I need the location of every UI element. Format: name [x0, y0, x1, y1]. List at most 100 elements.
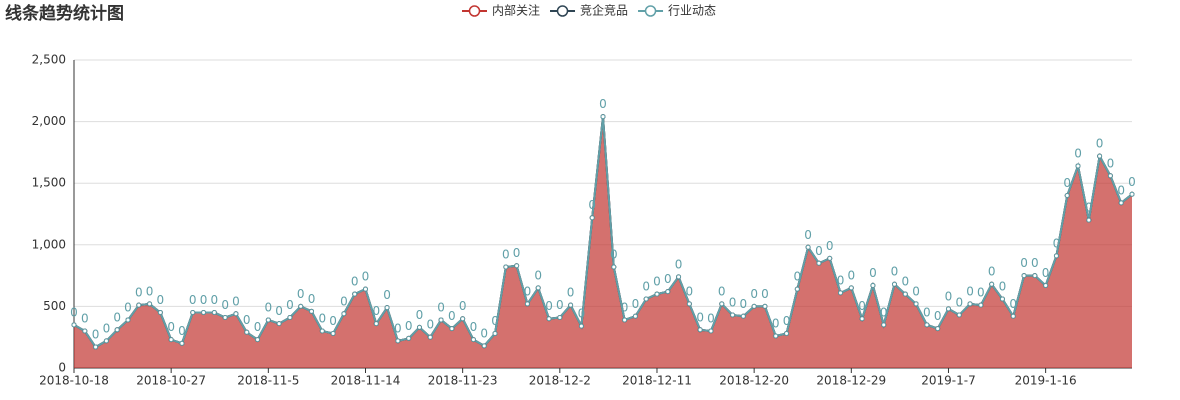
data-point [967, 301, 973, 307]
value-label: 0 [113, 310, 121, 324]
value-label: 0 [416, 308, 424, 322]
value-label: 0 [999, 280, 1007, 294]
value-label: 0 [1085, 201, 1093, 215]
data-point [362, 286, 368, 292]
value-label: 0 [653, 275, 661, 289]
data-point [546, 316, 552, 322]
data-point [406, 335, 412, 341]
value-label: 0 [340, 294, 348, 308]
value-label: 0 [858, 299, 866, 313]
data-point [870, 282, 876, 288]
value-label: 0 [81, 312, 89, 326]
x-tick-label: 2018-12-20 [719, 374, 789, 388]
value-label: 0 [545, 299, 553, 313]
value-label: 0 [847, 268, 855, 282]
value-label: 0 [642, 280, 650, 294]
value-label: 0 [243, 313, 251, 327]
data-point [427, 334, 433, 340]
data-point [82, 328, 88, 334]
value-label: 0 [891, 265, 899, 279]
data-point [632, 313, 638, 319]
value-label: 0 [157, 293, 165, 307]
y-tick-label: 2,500 [32, 53, 66, 67]
data-point [881, 322, 887, 328]
x-tick-label: 2018-10-27 [136, 374, 206, 388]
value-label: 0 [696, 310, 704, 324]
value-label: 0 [318, 312, 326, 326]
value-label: 0 [491, 314, 499, 328]
data-point [956, 312, 962, 318]
data-point [902, 291, 908, 297]
value-label: 0 [70, 305, 78, 319]
data-point [784, 331, 790, 337]
data-point [568, 302, 574, 308]
data-point [697, 327, 703, 333]
data-point [794, 286, 800, 292]
data-point [740, 313, 746, 319]
data-point [222, 314, 228, 320]
data-point [1043, 282, 1049, 288]
data-point [838, 290, 844, 296]
legend-marker [644, 5, 657, 17]
data-point [514, 263, 520, 269]
value-label: 0 [1074, 146, 1082, 160]
data-point [676, 274, 682, 280]
data-point [600, 114, 606, 120]
data-point [179, 340, 185, 346]
data-point [384, 305, 390, 311]
legend-marker [468, 5, 481, 17]
value-label: 0 [610, 247, 618, 261]
value-label: 0 [599, 97, 607, 111]
data-point [276, 321, 282, 327]
value-label: 0 [167, 320, 175, 334]
value-label: 0 [804, 228, 812, 242]
data-point [1086, 217, 1092, 223]
value-label: 0 [524, 284, 532, 298]
data-point [578, 323, 584, 329]
data-point [805, 244, 811, 250]
value-label: 0 [178, 324, 186, 338]
data-point [935, 326, 941, 332]
value-label: 0 [1128, 175, 1136, 189]
value-label: 0 [912, 284, 920, 298]
data-point [589, 215, 595, 221]
data-point [978, 302, 984, 308]
data-point [654, 291, 660, 297]
value-label: 0 [351, 275, 359, 289]
data-point [1010, 313, 1016, 319]
data-point [611, 264, 617, 270]
data-point [244, 329, 250, 335]
chart-title: 线条趋势统计图 [5, 3, 124, 24]
value-label: 0 [966, 284, 974, 298]
data-point [719, 301, 725, 307]
data-point [891, 281, 897, 287]
value-label: 0 [135, 286, 143, 300]
data-point [157, 310, 163, 316]
data-point [298, 303, 304, 309]
data-point [535, 285, 541, 291]
data-point [190, 310, 196, 316]
value-label: 0 [815, 244, 823, 258]
data-point [438, 317, 444, 323]
data-point [395, 338, 401, 344]
data-point [265, 317, 271, 323]
data-point [352, 291, 358, 297]
value-label: 0 [664, 272, 672, 286]
data-point [1053, 253, 1059, 259]
value-label: 0 [92, 328, 100, 342]
value-label: 0 [923, 305, 931, 319]
y-tick-label: 2,000 [32, 114, 66, 128]
data-point [330, 331, 336, 337]
value-label: 0 [1020, 256, 1028, 270]
data-point [470, 337, 476, 343]
value-label: 0 [502, 247, 510, 261]
data-point [93, 344, 99, 350]
data-point [503, 264, 509, 270]
value-label: 0 [275, 304, 283, 318]
data-point [686, 301, 692, 307]
data-point [730, 312, 736, 318]
data-point [848, 285, 854, 291]
data-point [103, 338, 109, 344]
value-label: 0 [124, 300, 132, 314]
data-point [1032, 273, 1038, 279]
